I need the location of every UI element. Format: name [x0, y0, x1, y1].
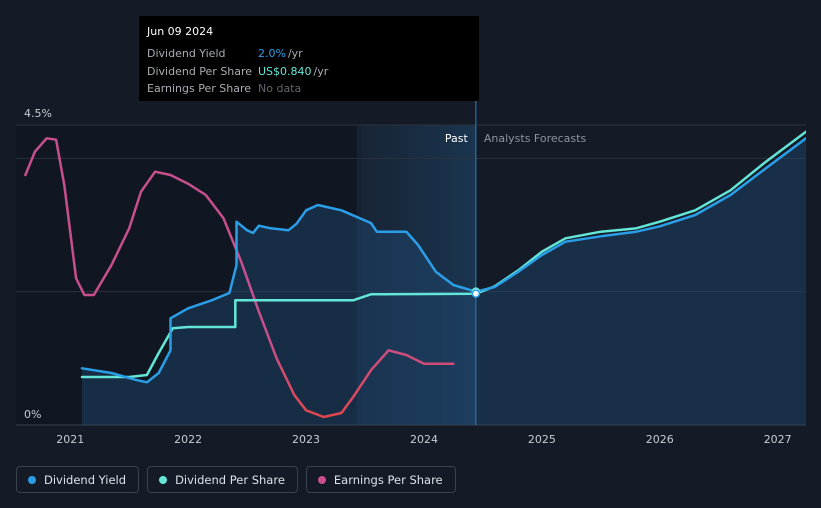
tooltip-row-dividend-per-share: Dividend Per Share US$0.840/yr [147, 63, 471, 81]
legend: Dividend Yield Dividend Per Share Earnin… [16, 466, 456, 493]
tooltip-label: Dividend Yield [147, 47, 226, 60]
earnings-per-share-line [24, 137, 455, 419]
tooltip-value: 2.0% [258, 47, 286, 60]
tooltip-row-earnings-per-share: Earnings Per Share No data [147, 80, 471, 98]
gridlines [16, 124, 806, 426]
tooltip-value: No data [258, 82, 302, 95]
y-tick-label: 0% [24, 408, 41, 421]
legend-label: Earnings Per Share [333, 472, 443, 487]
legend-dot-icon [28, 475, 36, 484]
past-label: Past [445, 132, 469, 145]
x-tick-label: 2025 [528, 433, 556, 446]
tooltip-date: Jun 09 2024 [147, 25, 214, 38]
x-tick-label: 2023 [292, 433, 320, 446]
legend-label: Dividend Yield [44, 472, 127, 487]
legend-item-earnings-per-share[interactable]: Earnings Per Share [305, 466, 456, 493]
past-shade [356, 125, 476, 425]
tooltip-value: US$0.840 [258, 64, 312, 78]
tooltip-unit: /yr [313, 64, 329, 78]
x-tick-label: 2027 [764, 433, 792, 446]
left-dark-region [16, 125, 362, 425]
legend-dot-icon [317, 475, 326, 484]
x-tick-label: 2026 [646, 433, 674, 446]
legend-item-dividend-yield[interactable]: Dividend Yield [16, 466, 140, 493]
x-tick-label: 2021 [56, 433, 84, 446]
dividend-yield-marker [471, 289, 481, 298]
dividend-yield-area [82, 138, 806, 425]
y-tick-label: 4.5% [24, 107, 52, 120]
legend-label: Dividend Per Share [175, 472, 285, 487]
x-tick-label: 2024 [410, 433, 438, 446]
dividend-yield-line [80, 137, 806, 384]
legend-item-dividend-per-share[interactable]: Dividend Per Share [147, 466, 298, 493]
forecast-label: Analysts Forecasts [484, 132, 587, 145]
tooltip: Jun 09 2024 Dividend Yield 2.0%/yr Divide… [139, 16, 479, 101]
legend-dot-icon [159, 475, 168, 484]
x-tick-label: 2022 [174, 433, 202, 446]
tooltip-label: Dividend Per Share [147, 64, 253, 78]
tooltip-label: Earnings Per Share [147, 82, 252, 95]
tooltip-unit: /yr [287, 47, 303, 60]
tooltip-row-dividend-yield: Dividend Yield 2.0%/yr [147, 45, 471, 63]
